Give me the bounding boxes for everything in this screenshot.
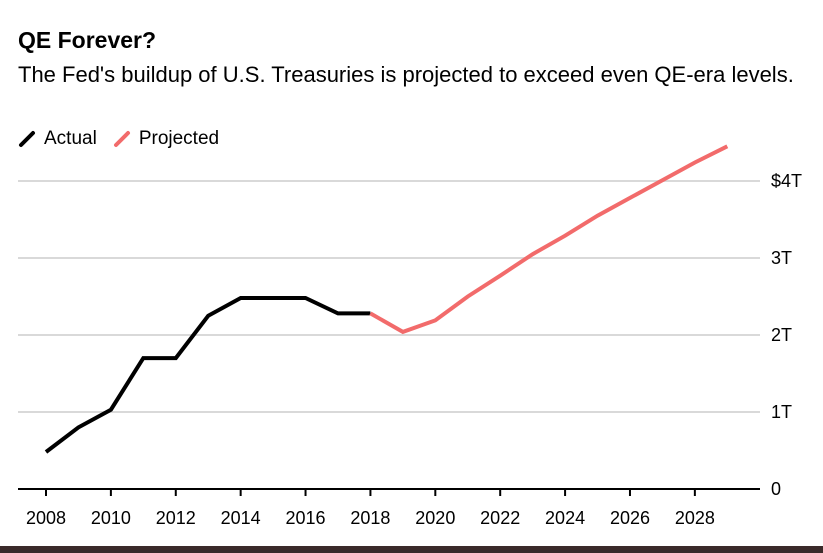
- x-axis: [18, 488, 760, 496]
- x-tick-label: 2020: [415, 508, 455, 528]
- series-line-projected: [369, 144, 729, 335]
- grid-lines: [18, 180, 760, 413]
- chart-subtitle: The Fed's buildup of U.S. Treasuries is …: [18, 62, 794, 87]
- series-line-actual: [44, 296, 371, 454]
- tick-labels: 0 1T 2T 3T $4T 2008 2010 2012 2014 2016 2018 2020 20…: [26, 171, 802, 528]
- y-tick-label: 2T: [771, 325, 792, 345]
- x-tick-label: 2022: [480, 508, 520, 528]
- y-tick-label: $4T: [771, 171, 802, 191]
- bottom-bar: [0, 546, 823, 553]
- y-tick-label: 0: [771, 479, 781, 499]
- x-tick-label: 2014: [221, 508, 261, 528]
- series-lines: [44, 144, 729, 454]
- legend-item-projected: Projected: [113, 128, 219, 150]
- x-tick-label: 2018: [350, 508, 390, 528]
- chart-title: QE Forever?: [18, 27, 157, 53]
- y-tick-label: 1T: [771, 402, 792, 422]
- x-tick-label: 2024: [545, 508, 585, 528]
- legend-label-actual: Actual: [44, 128, 97, 149]
- legend-swatch-actual-line: [19, 131, 35, 147]
- legend-swatch-actual: [19, 131, 35, 147]
- x-tick-label: 2010: [91, 508, 131, 528]
- legend-swatch-projected: [113, 131, 130, 147]
- y-tick-label: 3T: [771, 248, 792, 268]
- legend-label-projected: Projected: [138, 128, 220, 149]
- x-tick-label: 2012: [156, 508, 196, 528]
- legend-swatch-projected-line: [113, 131, 130, 147]
- x-tick-label: 2028: [675, 508, 715, 528]
- x-tick-label: 2008: [26, 508, 66, 528]
- x-tick-label: 2026: [610, 508, 650, 528]
- x-tick-label: 2016: [286, 508, 326, 528]
- legend-item-actual: Actual: [18, 128, 97, 150]
- legend: Actual Projected: [18, 127, 235, 151]
